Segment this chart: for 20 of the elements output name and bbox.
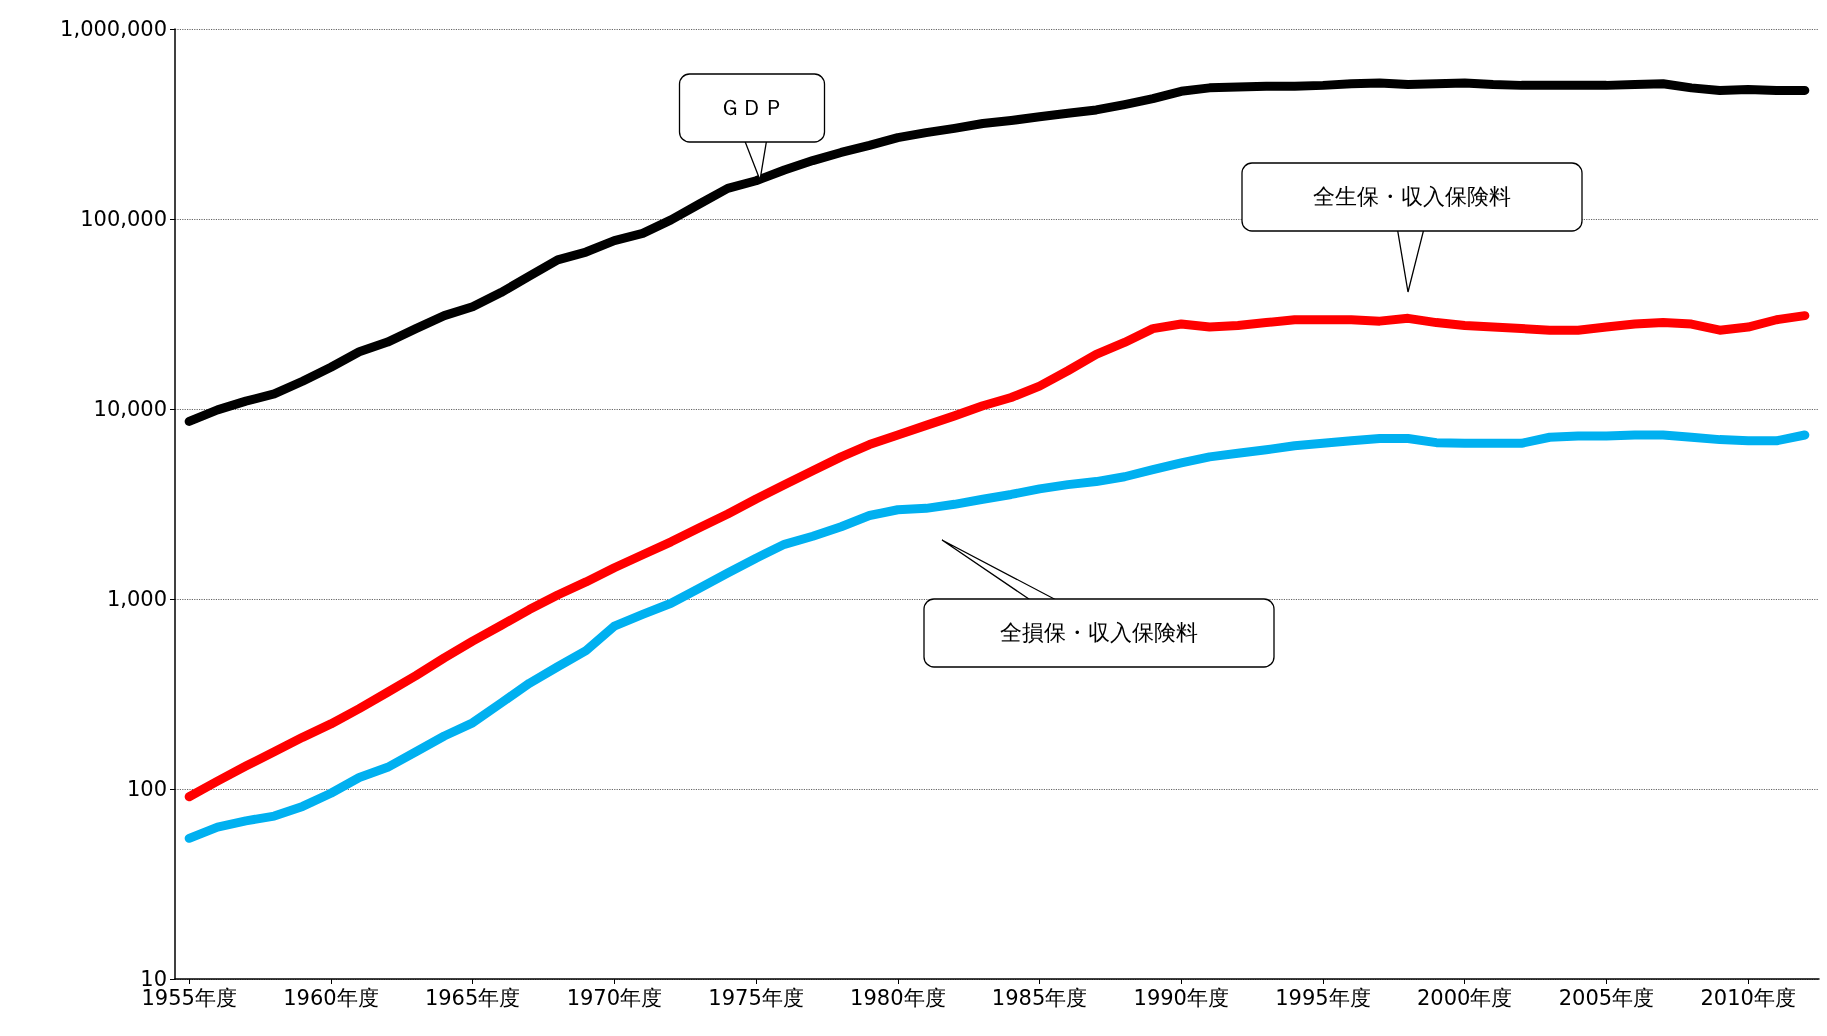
x-tick-label: 1990年度	[1133, 985, 1229, 1010]
x-tick-label: 1975年度	[708, 985, 804, 1010]
annotation: 全生保・収入保険料	[1313, 183, 1511, 211]
x-tick-label: 1965年度	[424, 985, 521, 1010]
y-tick-label: 1,000,000	[60, 17, 167, 41]
y-tick-label: 100,000	[80, 207, 167, 231]
x-tick-label: 2005年度	[1558, 985, 1655, 1010]
x-tick-label: 2010年度	[1700, 985, 1796, 1010]
x-tick-label: 1970年度	[566, 985, 663, 1010]
y-tick-label: 1,000	[106, 587, 167, 611]
x-tick-label: 2000年度	[1416, 985, 1513, 1010]
annotation: 全損保・収入保険料	[1000, 619, 1198, 647]
y-tick-label: 10,000	[93, 397, 167, 421]
annotation: ＧＤＰ	[719, 94, 785, 122]
x-tick-label: 1995年度	[1275, 985, 1371, 1010]
x-tick-label: 1955年度	[141, 985, 237, 1010]
y-tick-label: 100	[126, 777, 167, 801]
x-tick-label: 1980年度	[850, 985, 946, 1010]
x-tick-label: 1960年度	[283, 985, 379, 1010]
x-tick-label: 1985年度	[991, 985, 1088, 1010]
